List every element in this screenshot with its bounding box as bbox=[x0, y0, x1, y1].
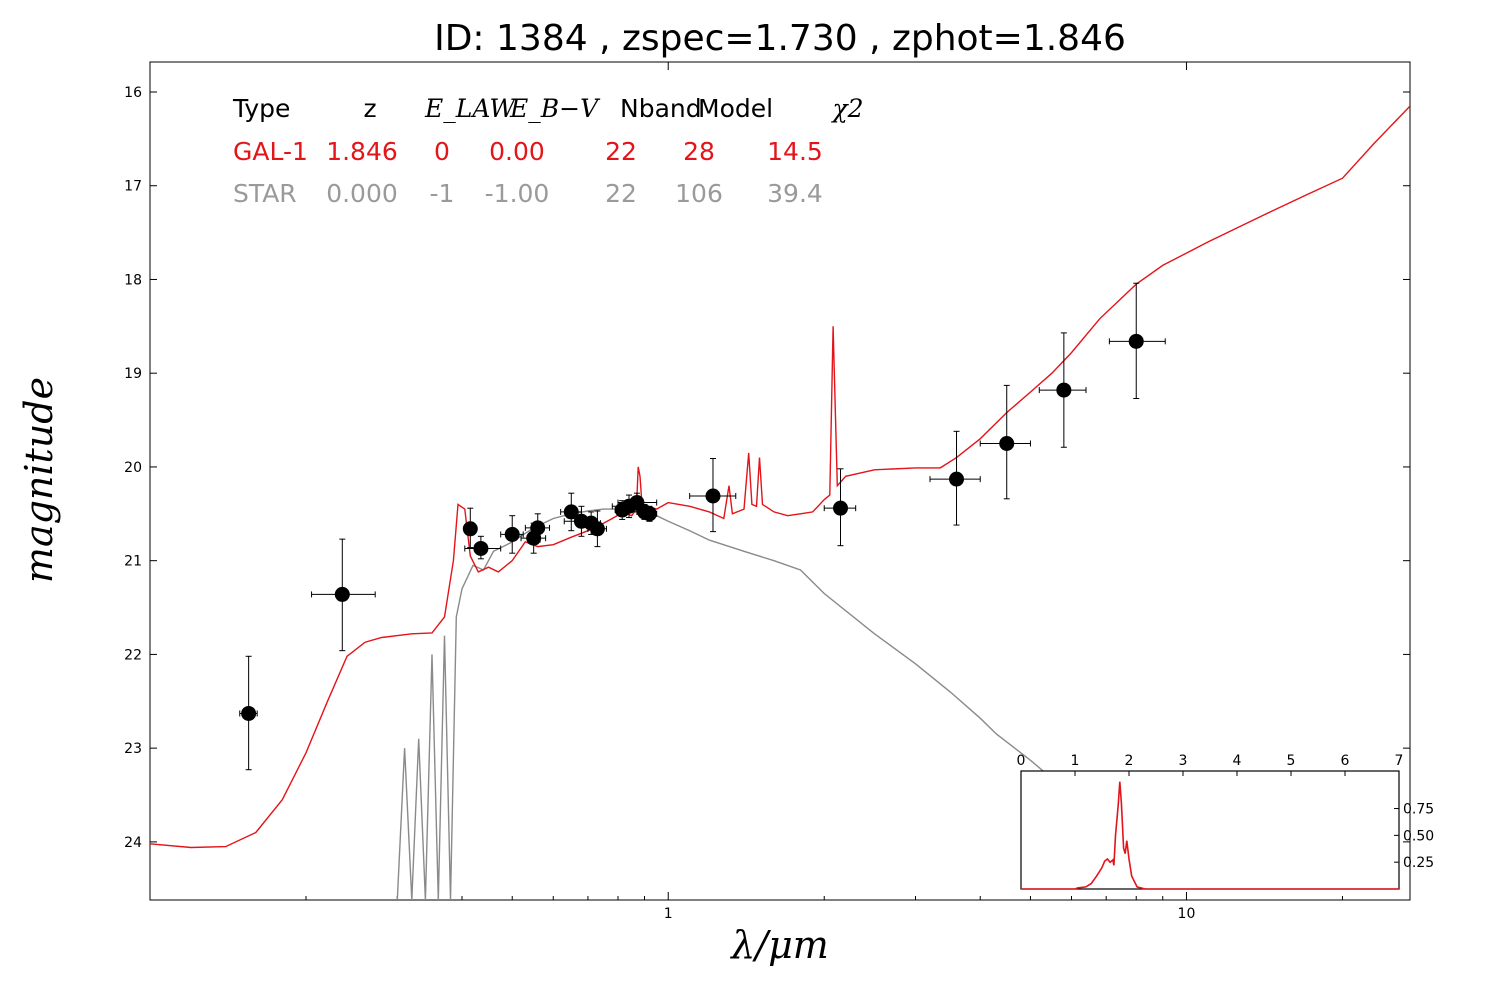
y-tick-label: 21 bbox=[124, 554, 142, 570]
data-point bbox=[949, 471, 965, 487]
data-point bbox=[334, 586, 350, 602]
table-cell-star: 106 bbox=[675, 179, 723, 208]
inset-y-tick-label: 0.75 bbox=[1403, 802, 1434, 818]
data-point bbox=[641, 506, 657, 522]
table-cell-star: 39.4 bbox=[767, 179, 823, 208]
y-tick-label: 17 bbox=[124, 179, 142, 195]
table-cell-gal: 14.5 bbox=[767, 137, 823, 166]
table-cell-gal: GAL-1 bbox=[233, 137, 308, 166]
y-tick-label: 23 bbox=[124, 741, 142, 757]
y-tick-label: 20 bbox=[124, 460, 142, 476]
table-header: Nband bbox=[620, 94, 702, 123]
inset-y-tick-label: 0.50 bbox=[1403, 828, 1434, 844]
table-cell-star: -1.00 bbox=[485, 179, 550, 208]
table-cell-star: 22 bbox=[605, 179, 637, 208]
data-point bbox=[530, 520, 546, 536]
table-cell-gal: 22 bbox=[605, 137, 637, 166]
table-cell-gal: 1.846 bbox=[326, 137, 398, 166]
table-cell-gal: 0.00 bbox=[489, 137, 545, 166]
inset-frame bbox=[1020, 770, 1400, 890]
y-tick-label: 19 bbox=[124, 366, 142, 382]
inset-x-tick-label: 7 bbox=[1395, 753, 1404, 769]
inset-x-tick-label: 4 bbox=[1233, 753, 1242, 769]
inset-x-tick-label: 1 bbox=[1071, 753, 1080, 769]
redshift-pdf-inset: 0 1 2 3 4 5 6 7 0.25 0.50 0.75 bbox=[1017, 753, 1434, 890]
x-tick-label: 1 bbox=[664, 906, 673, 922]
table-cell-gal: 0 bbox=[434, 137, 450, 166]
data-point bbox=[833, 500, 849, 516]
table-cell-star: STAR bbox=[233, 179, 297, 208]
photometry-points bbox=[239, 282, 1166, 771]
series-line-gal-1 bbox=[150, 105, 1410, 849]
inset-pdf-curve bbox=[1021, 781, 1399, 890]
chart-title: ID: 1384 , zspec=1.730 , zphot=1.846 bbox=[434, 18, 1126, 59]
inset-x-tick-label: 6 bbox=[1341, 753, 1350, 769]
table-cell-star: -1 bbox=[430, 179, 455, 208]
plot-frame bbox=[149, 61, 1411, 901]
series-line-star bbox=[396, 508, 1159, 900]
table-header: z bbox=[363, 94, 376, 123]
data-point bbox=[589, 521, 605, 537]
y-tick-label: 22 bbox=[124, 647, 142, 663]
data-point bbox=[1056, 382, 1072, 398]
table-header: χ2 bbox=[830, 94, 863, 123]
y-axis-label: magnitude bbox=[17, 377, 61, 583]
data-point bbox=[1128, 333, 1144, 349]
data-point bbox=[563, 504, 579, 520]
data-point bbox=[705, 488, 721, 504]
table-header: E_B−V bbox=[509, 94, 601, 123]
inset-x-tick-label: 0 bbox=[1017, 753, 1026, 769]
table-header: E_LAW bbox=[424, 94, 517, 123]
data-point bbox=[462, 521, 478, 537]
data-point bbox=[241, 705, 257, 721]
data-point bbox=[473, 540, 489, 556]
table-header: Model bbox=[698, 94, 773, 123]
table-header: Type bbox=[232, 94, 290, 123]
data-point bbox=[504, 526, 520, 542]
series-group bbox=[150, 105, 1410, 900]
inset-x-tick-label: 2 bbox=[1125, 753, 1134, 769]
table-cell-star: 0.000 bbox=[326, 179, 398, 208]
y-tick-label: 24 bbox=[124, 835, 142, 851]
inset-y-tick-label: 0.25 bbox=[1403, 855, 1434, 871]
data-point bbox=[999, 436, 1015, 452]
x-tick-label: 10 bbox=[1178, 906, 1196, 922]
inset-x-tick-label: 5 bbox=[1287, 753, 1296, 769]
x-axis-label: λ/μm bbox=[729, 923, 829, 967]
y-tick-label: 16 bbox=[124, 85, 142, 101]
inset-x-tick-label: 3 bbox=[1179, 753, 1188, 769]
y-tick-label: 18 bbox=[124, 272, 142, 288]
table-cell-gal: 28 bbox=[683, 137, 715, 166]
